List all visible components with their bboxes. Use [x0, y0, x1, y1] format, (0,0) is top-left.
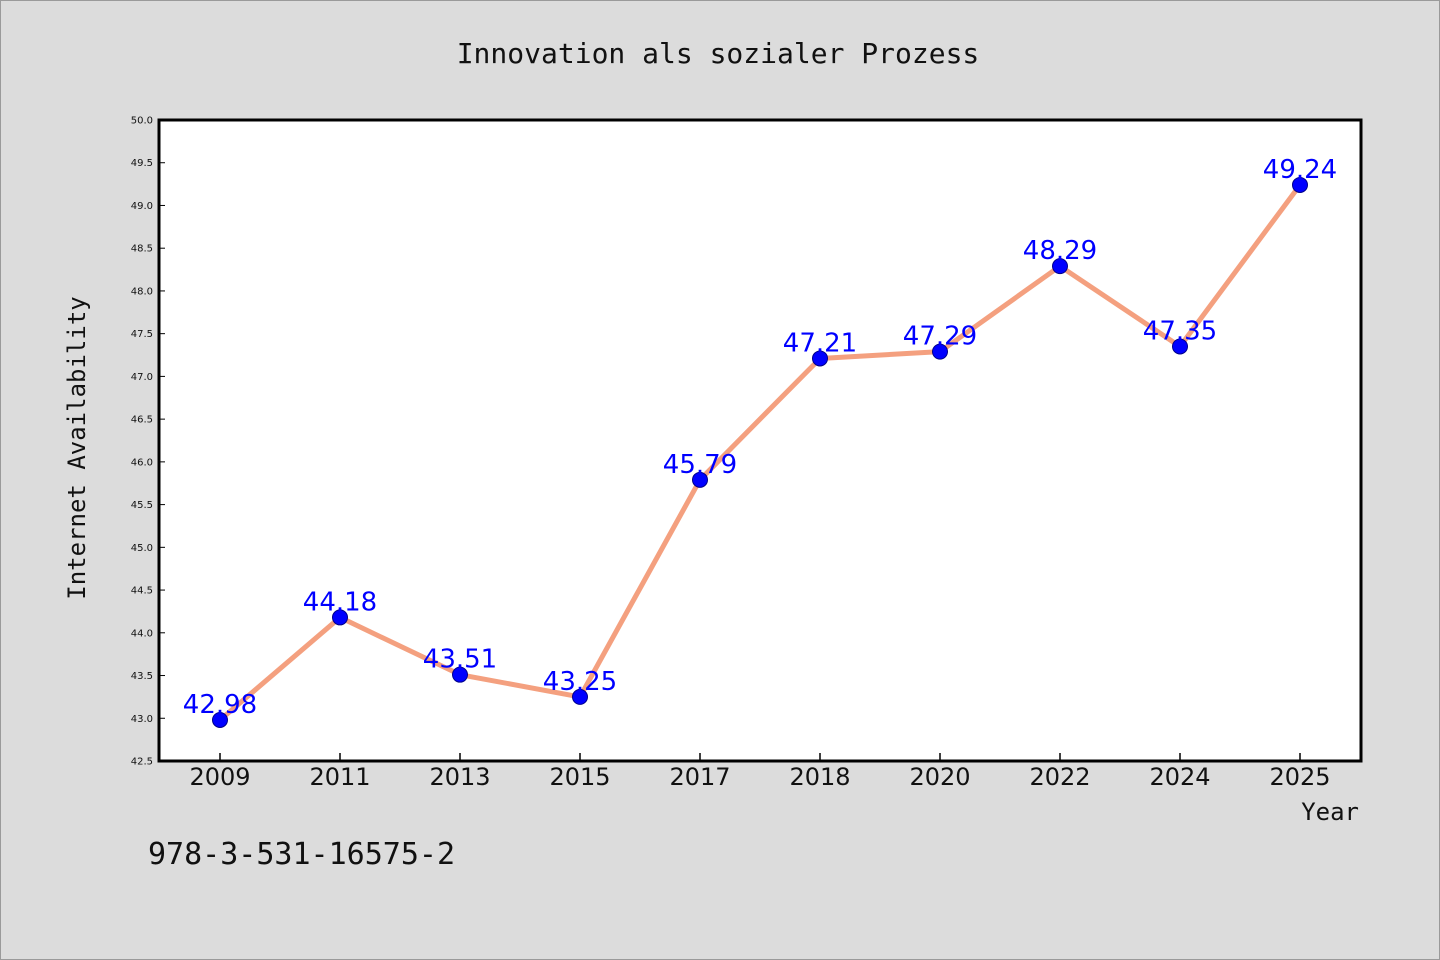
data-label: 43.25	[543, 667, 617, 697]
y-tick-label: 47.5	[131, 329, 153, 340]
data-point	[212, 711, 228, 728]
data-labels: 42.98 44.18 43.51 43.25 45.79 47.21 47.29 48.29…	[183, 155, 1337, 720]
chart-title: Innovation als sozialer Prozess	[457, 37, 980, 70]
data-label: 47.29	[903, 322, 977, 352]
x-tick-label: 2009	[189, 763, 250, 791]
y-tick-label: 49.5	[131, 158, 153, 169]
x-tick-label: 2022	[1029, 763, 1090, 791]
x-axis: 2009 2011 2013 2015 2017 2018 2020 2022 2024 2025	[189, 753, 1331, 791]
data-point	[1052, 258, 1068, 275]
y-tick-label: 45.5	[131, 500, 153, 511]
data-label: 47.21	[783, 328, 857, 358]
y-axis: 42.5 43.0 43.5 44.0 44.5 45.0 45.5 46.0 46.5 47.0…	[131, 116, 165, 768]
y-axis-label: Internet Availability	[63, 296, 91, 599]
data-label: 42.98	[183, 690, 257, 720]
x-tick-label: 2017	[669, 763, 730, 791]
y-tick-label: 49.0	[131, 201, 153, 212]
y-tick-label: 46.0	[131, 457, 153, 468]
x-axis-label: Year	[1301, 798, 1359, 826]
y-tick-label: 42.5	[131, 757, 153, 768]
x-tick-label: 2020	[909, 763, 970, 791]
data-label: 49.24	[1263, 155, 1337, 185]
plot-area	[157, 118, 1363, 763]
y-tick-label: 48.0	[131, 286, 153, 297]
y-tick-label: 43.0	[131, 714, 153, 725]
y-tick-label: 46.5	[131, 415, 153, 426]
x-tick-label: 2018	[789, 763, 850, 791]
series-line	[218, 183, 1303, 722]
data-point	[812, 350, 828, 367]
data-point	[452, 666, 468, 683]
y-tick-label: 48.5	[131, 244, 153, 255]
x-tick-label: 2025	[1269, 763, 1330, 791]
x-tick-label: 2024	[1149, 763, 1210, 791]
data-label: 48.29	[1023, 236, 1097, 266]
x-tick-label: 2015	[549, 763, 610, 791]
data-label: 45.79	[663, 450, 737, 480]
y-tick-label: 47.0	[131, 372, 153, 383]
data-point	[692, 471, 708, 488]
x-tick-label: 2011	[309, 763, 370, 791]
x-tick-label: 2013	[429, 763, 490, 791]
y-tick-label: 43.5	[131, 671, 153, 682]
data-point	[932, 343, 948, 360]
y-tick-label: 44.5	[131, 586, 153, 597]
y-tick-label: 50.0	[131, 116, 153, 127]
data-point	[1172, 338, 1188, 355]
series-markers	[212, 176, 1308, 728]
data-label: 43.51	[423, 645, 497, 675]
isbn-text: 978-3-531-16575-2	[148, 837, 455, 872]
data-point	[1292, 176, 1308, 193]
data-label: 44.18	[303, 587, 377, 617]
y-tick-label: 44.0	[131, 628, 153, 639]
data-point	[332, 609, 348, 626]
data-label: 47.35	[1143, 316, 1217, 346]
y-tick-label: 45.0	[131, 543, 153, 554]
data-point	[572, 688, 588, 705]
